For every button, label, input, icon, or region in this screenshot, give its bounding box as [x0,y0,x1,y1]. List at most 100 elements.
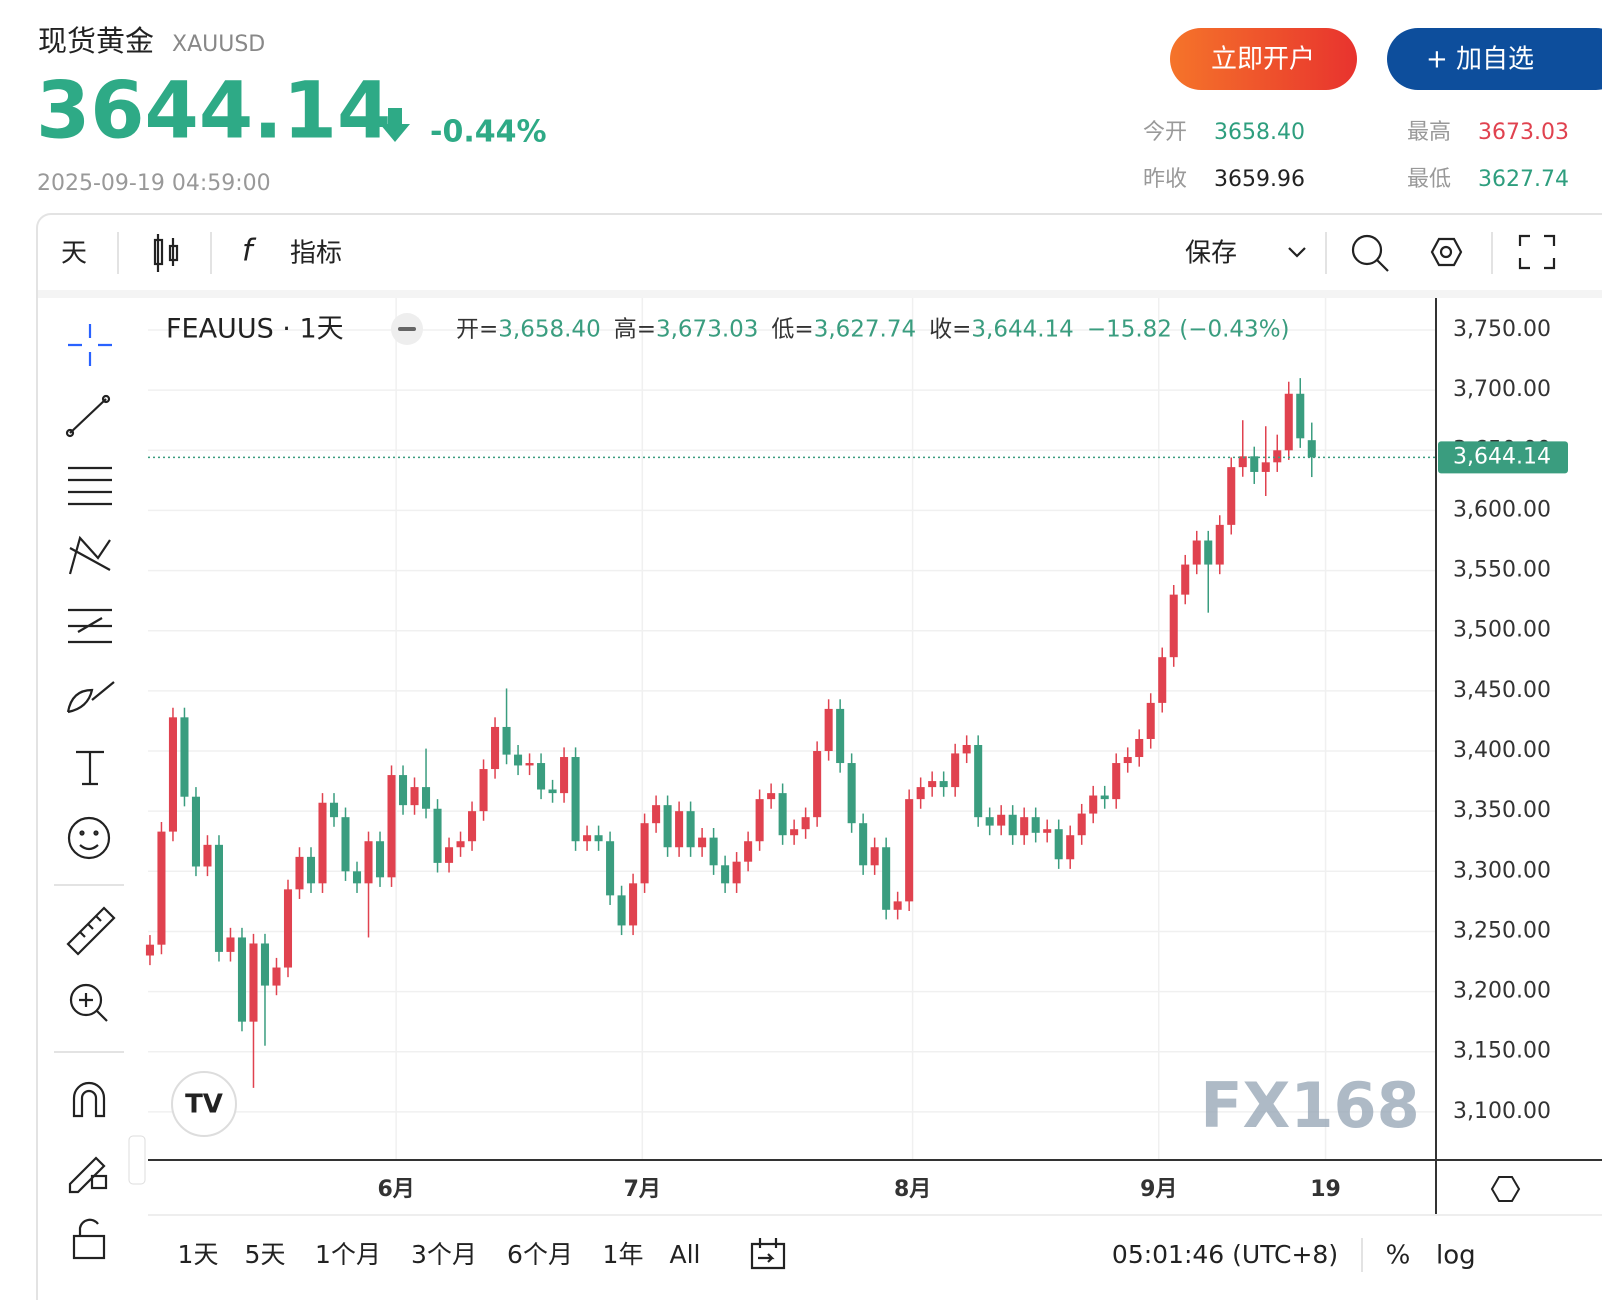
x-tick-label: 8月 [894,1177,931,1202]
legend-value: 3,627.74 [814,317,916,343]
candle-body [640,823,649,884]
y-tick-label: 3,750.00 [1453,317,1551,342]
range-button[interactable]: All [670,1240,701,1269]
candle-body [214,844,224,952]
candle-type-icon[interactable] [153,234,179,272]
candle-body [1238,456,1247,468]
candle-body [341,817,350,872]
candle-body [1112,763,1121,800]
y-tick-label: 3,100.00 [1453,1099,1551,1124]
fx-icon: f [242,234,257,269]
candle-body [1054,829,1063,860]
candle-body [836,708,845,764]
candle-body [755,799,764,842]
candle-body [295,856,304,890]
candle-body [1169,594,1178,658]
candle-body [1227,467,1236,525]
y-tick-label: 3,500.00 [1453,618,1551,643]
watermark: FX168 [1200,1069,1420,1142]
candle-body [1204,540,1213,565]
legend-value: 3,644.14 [971,317,1073,343]
candle-body [168,717,177,832]
candle-body [1158,657,1167,703]
candle-body [491,726,500,770]
y-tick-label: 3,400.00 [1453,738,1551,763]
candle-body [882,847,891,910]
tv-logo-text: TV [185,1090,223,1120]
legend-key: 高= [614,317,656,343]
range-button[interactable]: 1天 [178,1240,219,1269]
candle-body [468,811,477,842]
y-tick-label: 3,200.00 [1453,979,1551,1004]
axis-settings-icon[interactable] [1490,1176,1521,1202]
candle-body [617,895,626,926]
candle-body [560,757,569,794]
range-button[interactable]: 1个月 [315,1240,381,1269]
candle-body [1250,456,1259,472]
candle-body [629,883,638,926]
button-label: + 加自选 [1426,45,1534,75]
drawing-tools[interactable] [65,324,116,1260]
y-tick-label: 3,300.00 [1453,858,1551,883]
candle-body [180,717,189,797]
candle-body [744,841,753,862]
open-account-button[interactable] [1170,28,1357,90]
candle-body [398,775,408,806]
candle-body [352,871,362,884]
candle-body [698,837,707,848]
candle-body [1307,440,1316,458]
range-button[interactable]: 1年 [603,1240,644,1269]
legend-value: 3,658.40 [498,317,600,343]
candle-body [318,802,327,884]
alert-icon[interactable] [1351,234,1389,272]
candle-body [237,937,247,1022]
candle-body [1135,738,1144,758]
candle-body [456,841,465,848]
candle-body [422,787,431,809]
indicators-button[interactable]: 指标 [290,239,342,269]
candle-body [847,763,856,824]
candle-body [1077,813,1086,836]
log-toggle[interactable]: log [1436,1241,1476,1271]
candle-body [951,753,960,788]
price-change: -0.44% [430,115,547,150]
candle-body [157,831,166,945]
settings-icon[interactable] [1430,237,1463,267]
candle-body [1215,524,1224,565]
date-range-icon[interactable] [750,1238,786,1270]
percent-toggle[interactable]: % [1386,1241,1411,1271]
candle-body [939,781,948,788]
candle-body [525,763,534,766]
range-button[interactable]: 5天 [245,1240,286,1269]
candle-body [571,757,580,842]
range-button[interactable]: 6个月 [507,1240,573,1269]
fullscreen-icon[interactable] [1518,234,1556,270]
last-price-tag [1438,441,1568,474]
candle-body [1261,462,1270,472]
candle-body [870,847,879,866]
collapse-handle[interactable] [128,1135,146,1185]
candle-body [283,889,293,968]
candle-body [260,943,270,986]
candle-body [652,805,661,824]
legend-symbol: FEAUUS · 1天 [166,314,344,345]
save-button[interactable]: 保存 [1185,239,1237,269]
watchlist-button[interactable] [1387,28,1602,90]
candle-body [548,789,557,794]
x-tick-label: 6月 [377,1177,414,1202]
y-tick-label: 3,350.00 [1453,798,1551,823]
candle-body [445,847,454,863]
candle-body [502,726,511,755]
down-arrow [380,108,410,142]
interval-button[interactable]: 天 [61,239,87,269]
candle-body [1020,817,1029,836]
candle-body [306,856,316,884]
candle-body [985,817,994,826]
candle-body [1100,795,1109,800]
candle-body [410,787,419,806]
candle-body [1008,814,1017,836]
range-button[interactable]: 3个月 [411,1240,477,1269]
candle-body [790,829,799,836]
candle-body [813,751,822,818]
